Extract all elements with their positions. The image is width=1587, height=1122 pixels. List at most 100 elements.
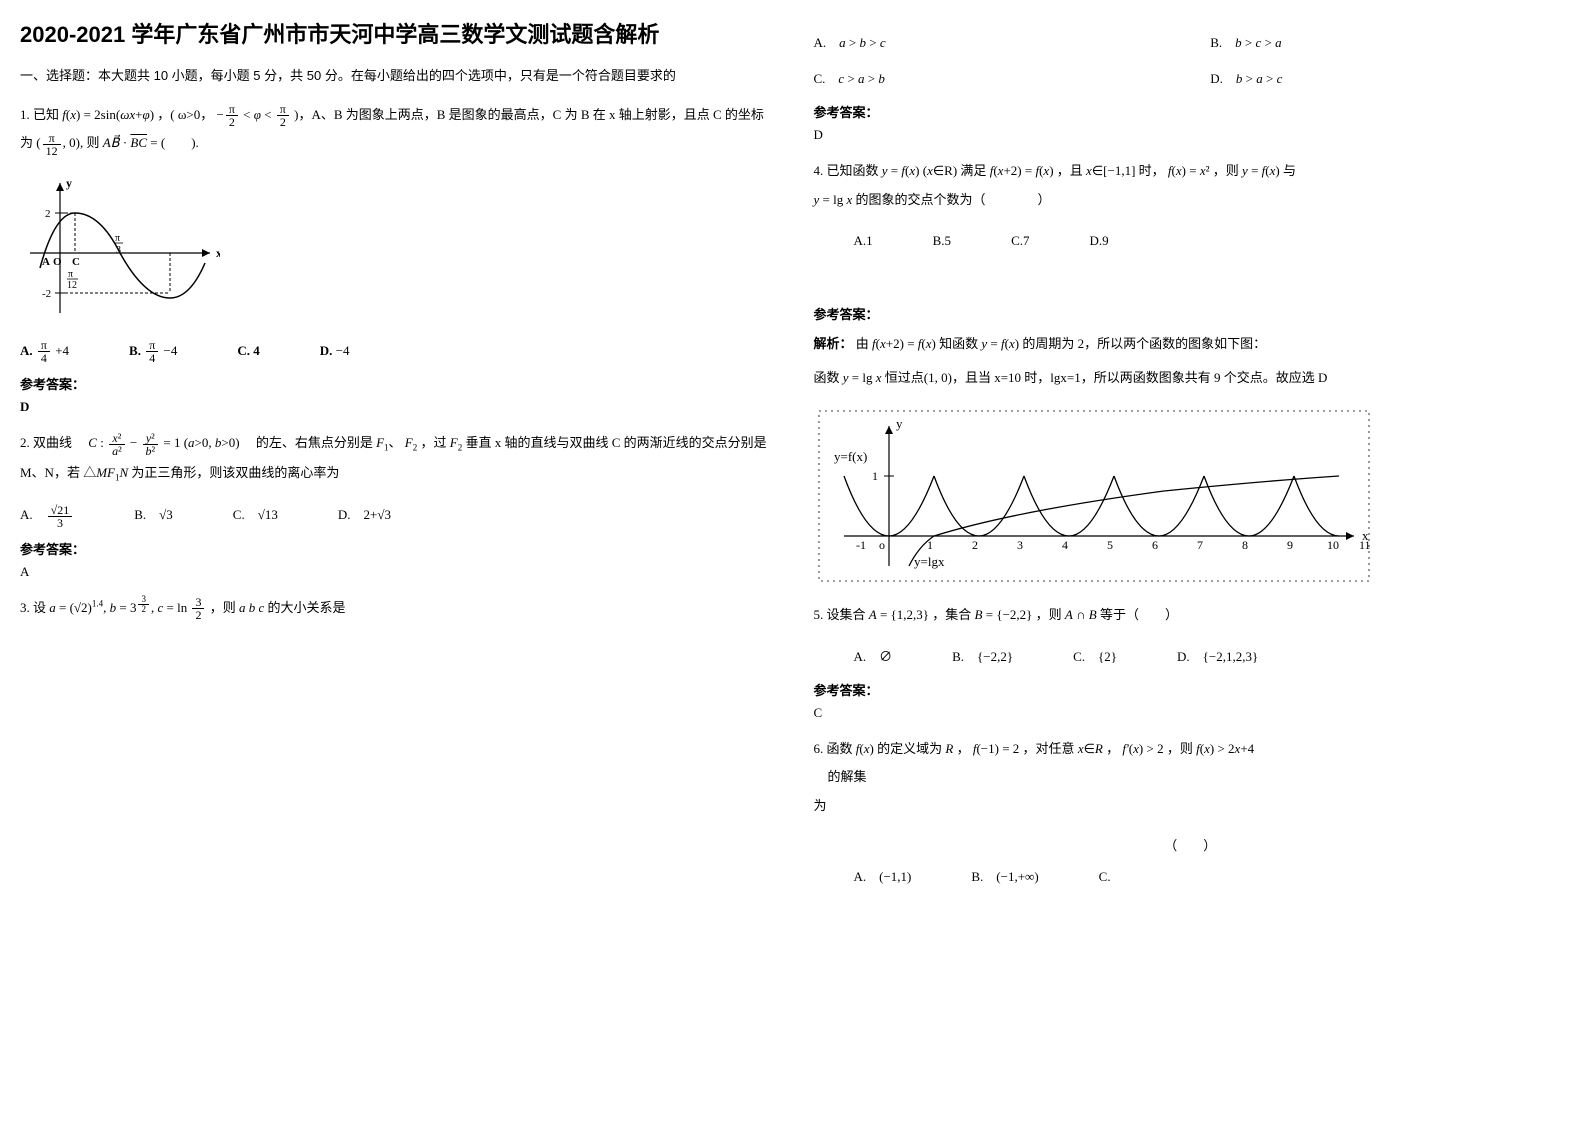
svg-text:12: 12 (67, 280, 77, 291)
right-column: A. a > b > c B. b > c > a C. c > a > b D… (814, 20, 1568, 900)
q2-opt-b: B. √3 (134, 502, 173, 529)
q1-text-a: 1. 已知 (20, 107, 59, 122)
q6-text-d: ，对任意 (1023, 741, 1075, 756)
q1-vec: AB⃗ · BC (103, 135, 147, 150)
q6-options: A. (−1,1) B. (−1,+∞) C. (814, 864, 1568, 890)
q3-answer-label: 参考答案： (814, 102, 1568, 121)
q4-ana-a: 由 (856, 336, 869, 351)
section-1-header: 一、选择题：本大题共 10 小题，每小题 5 分，共 50 分。在每小题给出的四… (20, 66, 774, 87)
q4-opt-a: A.1 (854, 228, 873, 254)
q1-answer: D (20, 399, 774, 415)
svg-text:9: 9 (1287, 538, 1293, 552)
q6-f3: x∈R (1078, 741, 1103, 756)
q3-formula: a = (√2)1.4, b = 332, c = ln 32 (49, 600, 209, 615)
q2-formula: C : x²a² − y²b² = 1 (a>0, b>0) (88, 435, 243, 450)
svg-text:1: 1 (872, 469, 878, 483)
q6-R: R (945, 741, 953, 756)
left-column: 2020-2021 学年广东省广州市市天河中学高三数学文测试题含解析 一、选择题… (20, 20, 774, 900)
q5-text-a: 5. 设集合 (814, 607, 866, 622)
q3-options: A. a > b > c B. b > c > a C. c > a > b D… (814, 30, 1568, 92)
svg-text:7: 7 (1197, 538, 1203, 552)
q2-f1: F1 (376, 435, 388, 450)
svg-text:-1: -1 (856, 538, 866, 552)
q4-text-c: ，且 (1057, 163, 1083, 178)
q6-text-h: 为 (814, 798, 827, 813)
q2-text-a: 2. 双曲线 (20, 435, 85, 450)
svg-text:10: 10 (1327, 538, 1339, 552)
svg-text:5: 5 (1107, 538, 1113, 552)
svg-text:3: 3 (1017, 538, 1023, 552)
q6-opt-b: B. (−1,+∞) (971, 864, 1038, 890)
svg-text:8: 8 (1242, 538, 1248, 552)
q6-text-g: 的解集 (814, 769, 867, 784)
question-6: 6. 函数 f(x) 的定义域为 R ， f(−1) = 2 ，对任意 x∈R … (814, 735, 1568, 821)
q4-analysis-2: 函数 y = lg x 恒过点(1, 0)，且当 x=10 时，lgx=1，所以… (814, 365, 1568, 391)
q6-text-b: 的定义域为 (877, 741, 942, 756)
svg-text:π: π (68, 269, 73, 280)
q1-formula-a: f(x) = 2sin(ωx+φ) (62, 107, 157, 122)
q2-text-c: ，过 (421, 435, 447, 450)
q4-opt-b: B.5 (933, 228, 951, 254)
q1-opt-a: A. π4 +4 (20, 338, 69, 365)
q5-setA: A = {1,2,3} (869, 607, 929, 622)
q3-answer: D (814, 127, 1568, 143)
q1-opt-c: C. 4 (237, 338, 259, 365)
question-1: 1. 已知 f(x) = 2sin(ωx+φ) ，( ω>0， −π2 < φ … (20, 101, 774, 158)
q4-analysis-label: 解析： (814, 336, 853, 351)
q4-opt-c: C.7 (1011, 228, 1029, 254)
q4-text-d: 时， (1139, 163, 1165, 178)
q2-f2: F2 (405, 435, 417, 450)
q4-options: A.1 B.5 C.7 D.9 (814, 228, 1568, 254)
question-4: 4. 已知函数 y = f(x) (x∈R) 满足 f(x+2) = f(x) … (814, 157, 1568, 214)
q6-opt-c: C. (1099, 864, 1111, 890)
q4-opt-d: D.9 (1089, 228, 1108, 254)
q4-text-e: ，则 (1213, 163, 1239, 178)
q1-opt-b: B. π4 −4 (129, 338, 177, 365)
q3-text-a: 3. 设 (20, 600, 46, 615)
svg-text:4: 4 (1062, 538, 1068, 552)
q6-f5: f(x) > 2x+4 (1196, 741, 1254, 756)
q4-graph: x y o 1 -1 1 2 3 4 5 6 7 8 9 10 11 (814, 406, 1374, 586)
q4-f1: y = f(x) (x∈R) (882, 163, 957, 178)
svg-text:2: 2 (972, 538, 978, 552)
q4-ana-e: 恒过点(1, 0)，且当 x=10 时，lgx=1，所以两函数图象共有 9 个交… (885, 370, 1328, 385)
q2-opt-d: D. 2+√3 (338, 502, 391, 529)
svg-text:o: o (879, 538, 885, 552)
q4-f3: x∈[−1,1] (1086, 163, 1135, 178)
q4-ana-f1: f(x+2) = f(x) (872, 336, 936, 351)
q3-opt-d: D. b > a > c (1210, 66, 1567, 92)
svg-text:C: C (72, 256, 80, 268)
q1-coord: (π12, 0), (36, 135, 86, 150)
q2-opt-a: A. √213 (20, 502, 74, 529)
svg-text:6: 6 (1152, 538, 1158, 552)
q6-text-a: 6. 函数 (814, 741, 853, 756)
q2-tri: △MF1N (83, 465, 128, 480)
q3-opt-b: B. b > c > a (1210, 30, 1567, 56)
question-2: 2. 双曲线 C : x²a² − y²b² = 1 (a>0, b>0) 的左… (20, 429, 774, 488)
svg-text:y: y (896, 416, 903, 431)
svg-text:x: x (216, 246, 220, 260)
q2-opt-c: C. √13 (233, 502, 278, 529)
q3-text-b: ，则 (210, 600, 236, 615)
question-5: 5. 设集合 A = {1,2,3} ，集合 B = {−2,2} ，则 A ∩… (814, 601, 1568, 630)
q5-options: A. ∅ B. {−2,2} C. {2} D. {−2,1,2,3} (814, 644, 1568, 670)
q1-answer-label: 参考答案： (20, 374, 774, 393)
q4-text-g: 的图象的交点个数为（ ） (856, 192, 1051, 207)
q1-text-b: ，( ω>0， (157, 107, 213, 122)
q5-opt-a: A. ∅ (854, 644, 893, 670)
graph2-label-lg: y=lgx (914, 554, 945, 569)
q4-ana-c: 的周期为 2，所以两个函数的图象如下图： (1022, 336, 1266, 351)
q1-graph: x y 2 -2 A O C π 12 π 3 (20, 173, 220, 323)
q4-ana-d: 函数 (814, 370, 840, 385)
q5-expr: A ∩ B (1065, 607, 1097, 622)
q1-text-e: = ( ). (150, 135, 199, 150)
q4-ana-b: 知函数 (939, 336, 978, 351)
q1-opt-d: D. −4 (320, 338, 350, 365)
q5-opt-b: B. {−2,2} (952, 644, 1013, 670)
q3-opt-a: A. a > b > c (814, 30, 1171, 56)
q4-analysis-1: 解析： 由 f(x+2) = f(x) 知函数 y = f(x) 的周期为 2，… (814, 331, 1568, 357)
svg-text:O: O (53, 256, 62, 268)
q5-setB: B = {−2,2} (975, 607, 1033, 622)
q6-text-c: ， (957, 741, 970, 756)
q2-f2b: F2 (450, 435, 462, 450)
